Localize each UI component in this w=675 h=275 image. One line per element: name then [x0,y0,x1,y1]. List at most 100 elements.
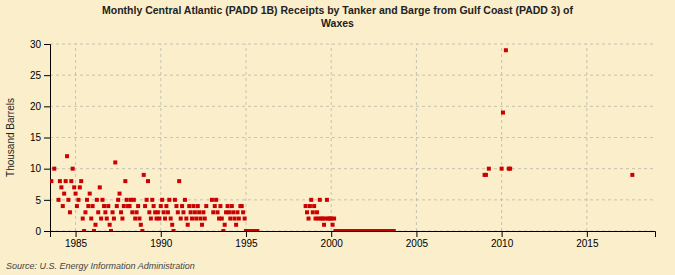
point [78,185,82,189]
point [194,217,198,221]
point [179,217,183,221]
point [156,210,160,214]
point [115,204,119,208]
x-tick-label: 2010 [491,238,514,249]
point [103,210,107,214]
point [191,204,195,208]
point [163,217,167,221]
x-axis: 1985199019952000200520102015 [51,231,656,249]
point [120,217,124,221]
point [218,204,222,208]
point [74,192,78,196]
x-grid-line [501,44,502,231]
y-tick: 5 [35,195,50,206]
y-tick-label: 10 [30,163,42,174]
point [83,210,87,214]
point [50,179,53,183]
y-tick-label: 0 [35,226,41,237]
point [122,204,126,208]
point [136,204,140,208]
point [170,223,174,227]
x-grid-line [416,44,417,231]
point [149,217,153,221]
point [255,229,259,231]
x-tick: 1995 [235,231,258,249]
point [241,210,245,214]
y-axis-title: Thousand Barrels [5,98,16,177]
x-tick: 2005 [406,231,429,249]
point [183,198,187,202]
point [227,210,231,214]
x-tick-label: 1995 [235,238,258,249]
point [142,173,146,177]
point [119,210,123,214]
point [146,179,150,183]
point [500,167,504,171]
point [204,204,208,208]
point [135,210,139,214]
point [108,223,112,227]
point [82,229,86,231]
point [109,229,113,231]
point [88,192,92,196]
y-tick: 15 [30,132,50,143]
x-grid-line [331,44,332,231]
point [81,217,85,221]
point [325,198,329,202]
point [312,204,316,208]
point [213,204,217,208]
point [315,210,319,214]
point [198,217,202,221]
point [189,210,193,214]
point [174,204,178,208]
point [102,204,106,208]
grid [50,44,655,231]
point [111,210,115,214]
point [240,204,244,208]
title-line: Monthly Central Atlantic (PADD 1B) Recei… [102,4,574,16]
point [210,198,214,202]
point [184,217,188,221]
y-tick-mark [44,231,50,232]
point [164,204,168,208]
x-tick-mark [502,231,503,237]
point [167,198,171,202]
y-tick-mark [44,138,50,139]
point [173,198,177,202]
point [201,210,205,214]
x-tick-label: 2015 [576,238,599,249]
x-tick-mark [246,231,247,237]
point [216,210,220,214]
point [139,223,143,227]
x-tick: 2010 [491,231,514,249]
point [331,223,335,227]
point [166,210,170,214]
point [132,198,136,202]
x-tick: 1990 [150,231,173,249]
point [190,217,194,221]
point [130,210,134,214]
point [95,198,99,202]
y-tick: 20 [30,101,50,112]
point [508,167,512,171]
point [66,198,70,202]
point [160,198,164,202]
point [322,223,326,227]
x-tick-mark [416,231,417,237]
point [86,204,90,208]
point [230,204,234,208]
point [61,204,65,208]
points [50,48,634,231]
x-tick: 2015 [576,231,599,249]
point [484,173,488,177]
y-tick: 10 [30,163,50,174]
x-grid-line [586,44,587,231]
point [113,160,117,164]
point [501,111,505,115]
point [177,179,181,183]
y-tick-label: 20 [30,101,42,112]
point [145,198,149,202]
x-tick-mark [76,231,77,237]
y-grid-line [50,168,655,169]
y-axis-line [44,45,51,232]
